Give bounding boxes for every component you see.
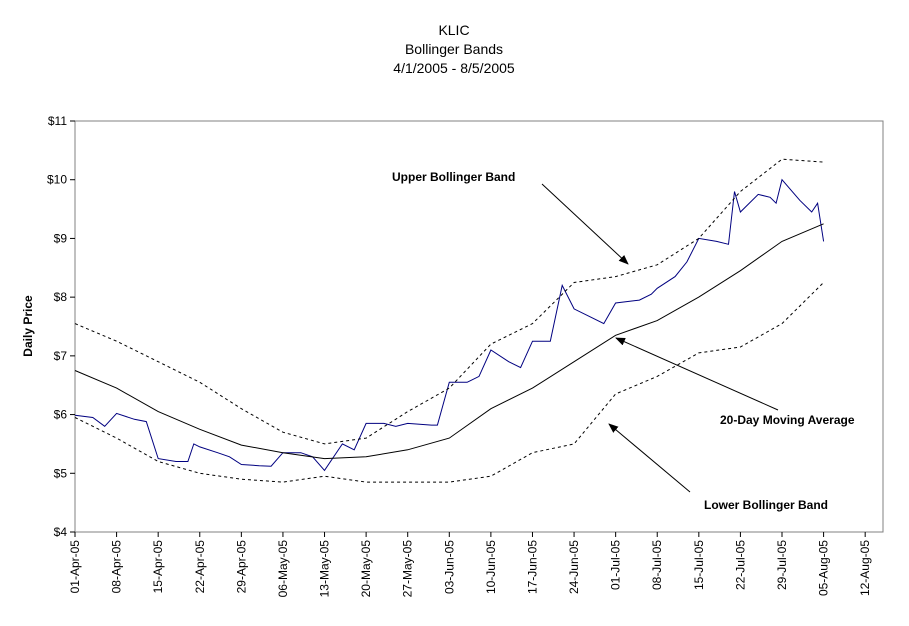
x-tick-label: 24-Jun-05	[567, 540, 581, 594]
x-tick-label: 06-May-05	[276, 540, 290, 598]
arrow	[615, 337, 779, 411]
series-line	[74, 223, 824, 460]
x-tick-label: 15-Jul-05	[692, 540, 706, 590]
annotation: Lower Bollinger Band	[704, 498, 828, 512]
plot: $4 $5 $6 $7 $8 $9 $10 $11 01-Apr-05 08-Apr-05 15-A…	[47, 114, 872, 597]
x-tick-label: 10-Jun-05	[484, 540, 498, 594]
chart-subtitle: Bollinger Bands	[405, 41, 503, 57]
x-tick-label: 05-Aug-05	[817, 540, 831, 596]
y-tick-label: $7	[54, 349, 68, 363]
x-tick-label: 22-Jul-05	[733, 540, 747, 590]
chart-subtitle: 4/1/2005 - 8/5/2005	[393, 60, 515, 76]
annotation: 20-Day Moving Average	[720, 413, 855, 427]
annotation: Upper Bollinger Band	[392, 170, 515, 184]
y-tick-label: $4	[54, 525, 68, 539]
y-tick-label: $5	[54, 466, 68, 480]
x-tick-label: 20-May-05	[359, 540, 373, 598]
series-line	[74, 282, 824, 483]
plot-area	[74, 120, 884, 533]
x-tick-label: 29-Apr-05	[234, 540, 248, 594]
x-tick-label: 01-Apr-05	[68, 540, 82, 594]
x-tick-label: 03-Jun-05	[442, 540, 456, 594]
y-tick-label: $6	[54, 408, 68, 422]
x-tick-label: 15-Apr-05	[151, 540, 165, 594]
y-tick-label: $8	[54, 290, 68, 304]
y-tick-label: $10	[47, 173, 67, 187]
x-tick-label: 12-Aug-05	[858, 540, 872, 596]
y-axis-label: Daily Price	[21, 295, 35, 357]
chart-title: KLIC	[438, 22, 469, 38]
x-tick-label: 17-Jun-05	[525, 540, 539, 594]
x-tick-label: 22-Apr-05	[193, 540, 207, 594]
arrow	[541, 183, 629, 265]
series-line	[74, 178, 825, 472]
x-tick-label: 29-Jul-05	[775, 540, 789, 590]
x-tick-label: 08-Apr-05	[110, 540, 124, 594]
arrow	[608, 423, 691, 493]
y-tick-label: $11	[48, 114, 67, 128]
x-tick-label: 13-May-05	[318, 540, 332, 598]
x-tick-label: 08-Jul-05	[650, 540, 664, 590]
x-tick-label: 01-Jul-05	[609, 540, 623, 590]
series-line	[74, 158, 824, 445]
x-tick-label: 27-May-05	[401, 540, 415, 598]
y-tick-label: $9	[54, 231, 68, 245]
